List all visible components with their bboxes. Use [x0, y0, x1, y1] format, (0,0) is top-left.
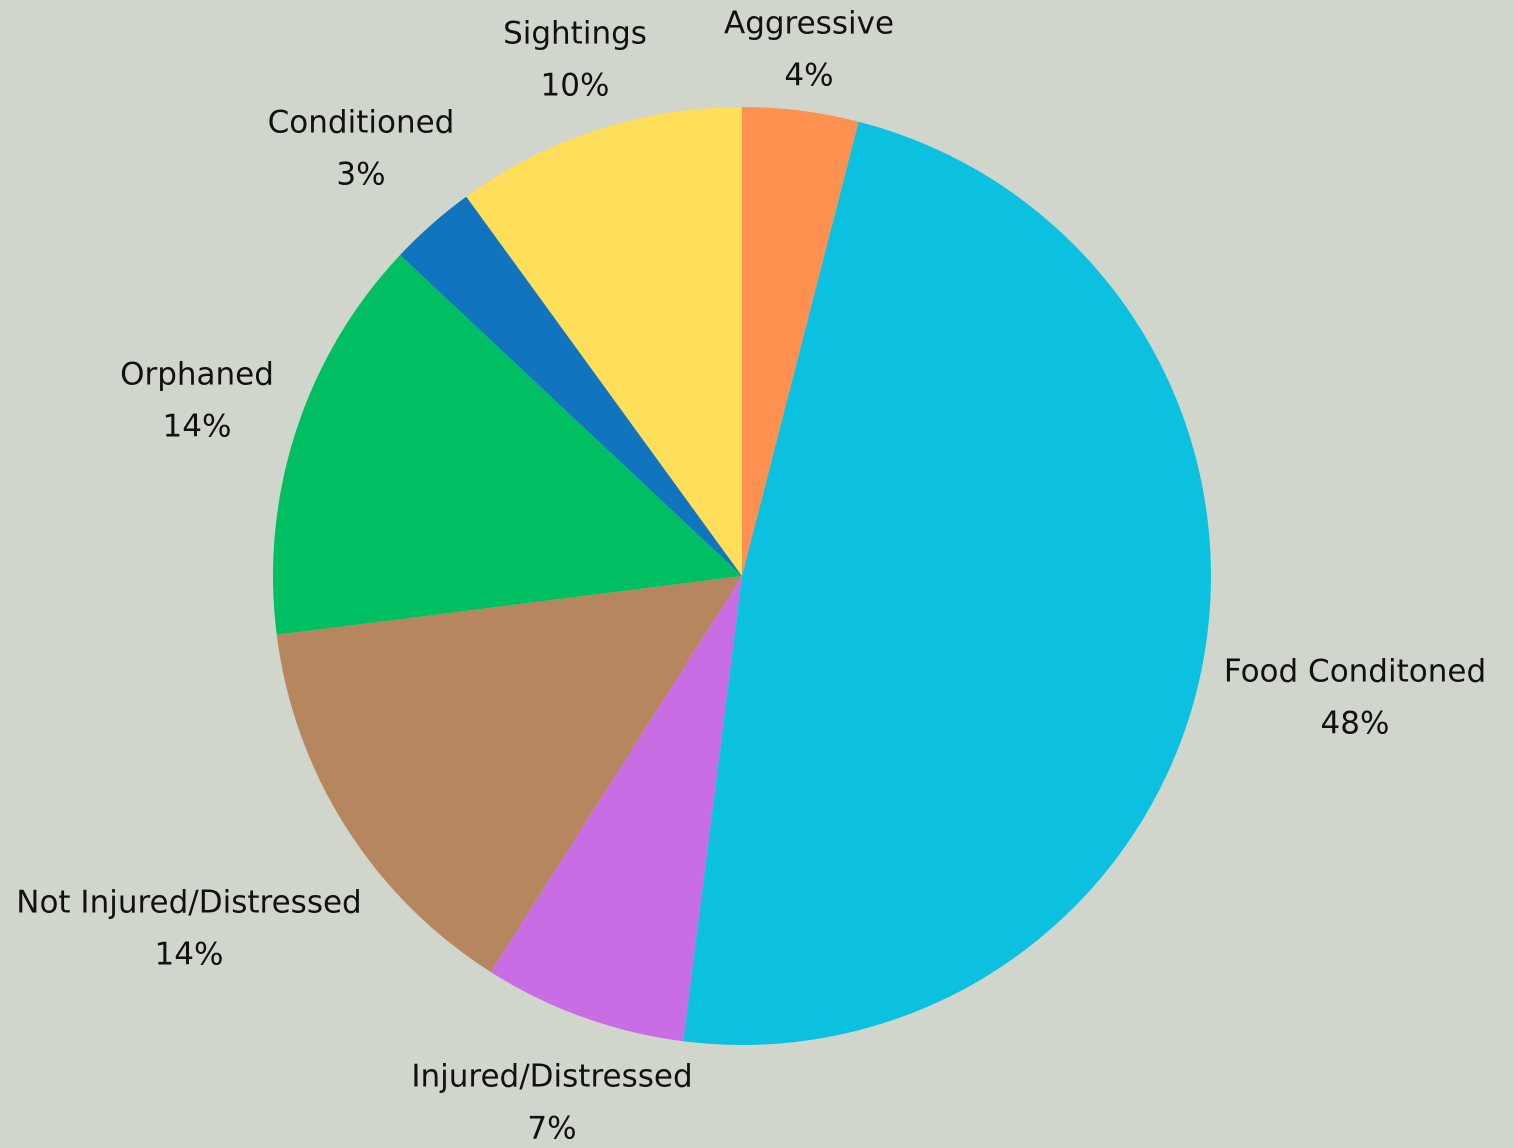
slice-label-food-conditoned: Food Conditoned: [1224, 654, 1486, 690]
pie-slice-aggressive: [742, 107, 859, 576]
slice-label-not-injured-distressed: Not Injured/Distressed: [16, 885, 361, 921]
slice-percent-sightings: 10%: [541, 68, 610, 104]
pie-slice-conditioned: [400, 196, 742, 576]
slice-percent-conditioned: 3%: [336, 157, 385, 193]
pie-slice-sightings: [466, 107, 742, 576]
slice-label-orphaned: Orphaned: [120, 357, 274, 393]
pie-slice-not-injured-distressed: [276, 576, 742, 972]
slice-label-injured-distressed: Injured/Distressed: [411, 1059, 692, 1095]
pie-slice-food-conditoned: [683, 121, 1212, 1045]
slice-percent-not-injured-distressed: 14%: [155, 937, 224, 973]
slice-percent-aggressive: 4%: [784, 58, 833, 94]
pie-slice-orphaned: [273, 254, 742, 635]
pie-labels: Aggressive 4% Food Conditoned 48% Injured/Di…: [16, 6, 1486, 1147]
slice-percent-injured-distressed: 7%: [527, 1111, 576, 1147]
slice-percent-food-conditoned: 48%: [1321, 706, 1390, 742]
pie-slices: [273, 107, 1212, 1045]
slice-label-sightings: Sightings: [503, 16, 647, 52]
slice-label-conditioned: Conditioned: [268, 105, 455, 141]
slice-label-aggressive: Aggressive: [724, 6, 894, 42]
pie-slice-injured-distressed: [490, 576, 742, 1042]
slice-percent-orphaned: 14%: [163, 409, 232, 445]
